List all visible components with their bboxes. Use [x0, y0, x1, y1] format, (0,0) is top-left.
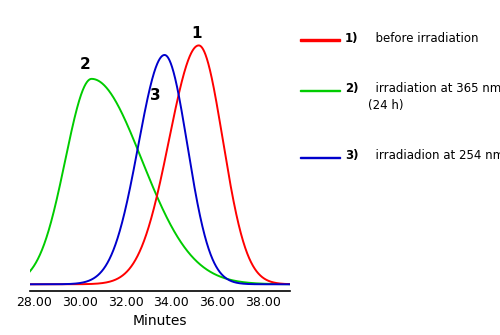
Text: 3): 3)	[345, 149, 358, 162]
Text: 2: 2	[80, 57, 90, 72]
Text: irradiation at 365 nm: irradiation at 365 nm	[368, 82, 500, 95]
X-axis label: Minutes: Minutes	[133, 314, 188, 328]
Text: 1): 1)	[345, 32, 358, 45]
Text: (24 h): (24 h)	[368, 99, 403, 112]
Text: before irradiation: before irradiation	[368, 32, 478, 45]
Text: 3: 3	[150, 88, 161, 103]
Text: irradiadion at 254 nm: irradiadion at 254 nm	[368, 149, 500, 162]
Text: 1: 1	[191, 26, 202, 41]
Text: 2): 2)	[345, 82, 358, 95]
